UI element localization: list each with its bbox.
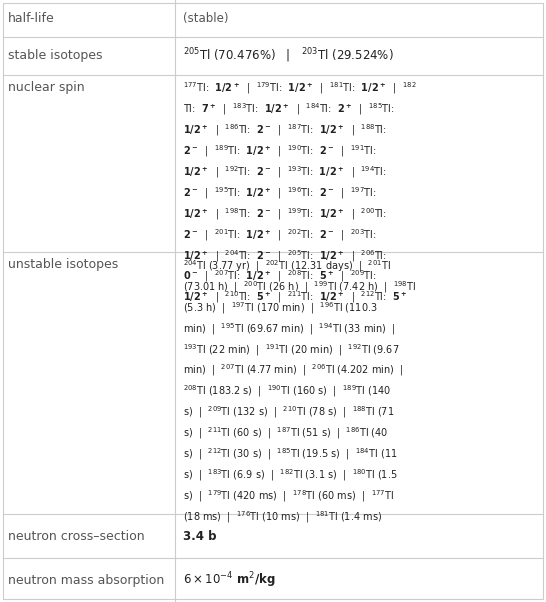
Text: stable isotopes: stable isotopes: [8, 49, 103, 63]
Text: nuclear spin: nuclear spin: [8, 81, 85, 94]
Text: $6 \times 10^{-4}$ m$^2$/kg: $6 \times 10^{-4}$ m$^2$/kg: [183, 570, 276, 590]
FancyBboxPatch shape: [3, 3, 543, 599]
Text: neutron cross–section: neutron cross–section: [8, 530, 145, 542]
Text: (stable): (stable): [183, 12, 228, 25]
Text: unstable isotopes: unstable isotopes: [8, 258, 118, 272]
Text: neutron mass absorption: neutron mass absorption: [8, 574, 164, 586]
Text: 3.4 b: 3.4 b: [183, 530, 216, 542]
Text: $^{205}$Tl (70.476%)   |   $^{203}$Tl (29.524%): $^{205}$Tl (70.476%) | $^{203}$Tl (29.52…: [183, 47, 394, 65]
Text: $^{177}$Tl:  $\mathbf{1/2^+}$  |  $^{179}$Tl:  $\mathbf{1/2^+}$  |  $^{181}$Tl: : $^{177}$Tl: $\mathbf{1/2^+}$ | $^{179}$T…: [183, 81, 417, 305]
Text: $^{204}$Tl (3.77 yr)  |  $^{202}$Tl (12.31 days)  |  $^{201}$Tl
(73.01 h)  |  $^: $^{204}$Tl (3.77 yr) | $^{202}$Tl (12.31…: [183, 258, 416, 525]
Text: half-life: half-life: [8, 12, 55, 25]
